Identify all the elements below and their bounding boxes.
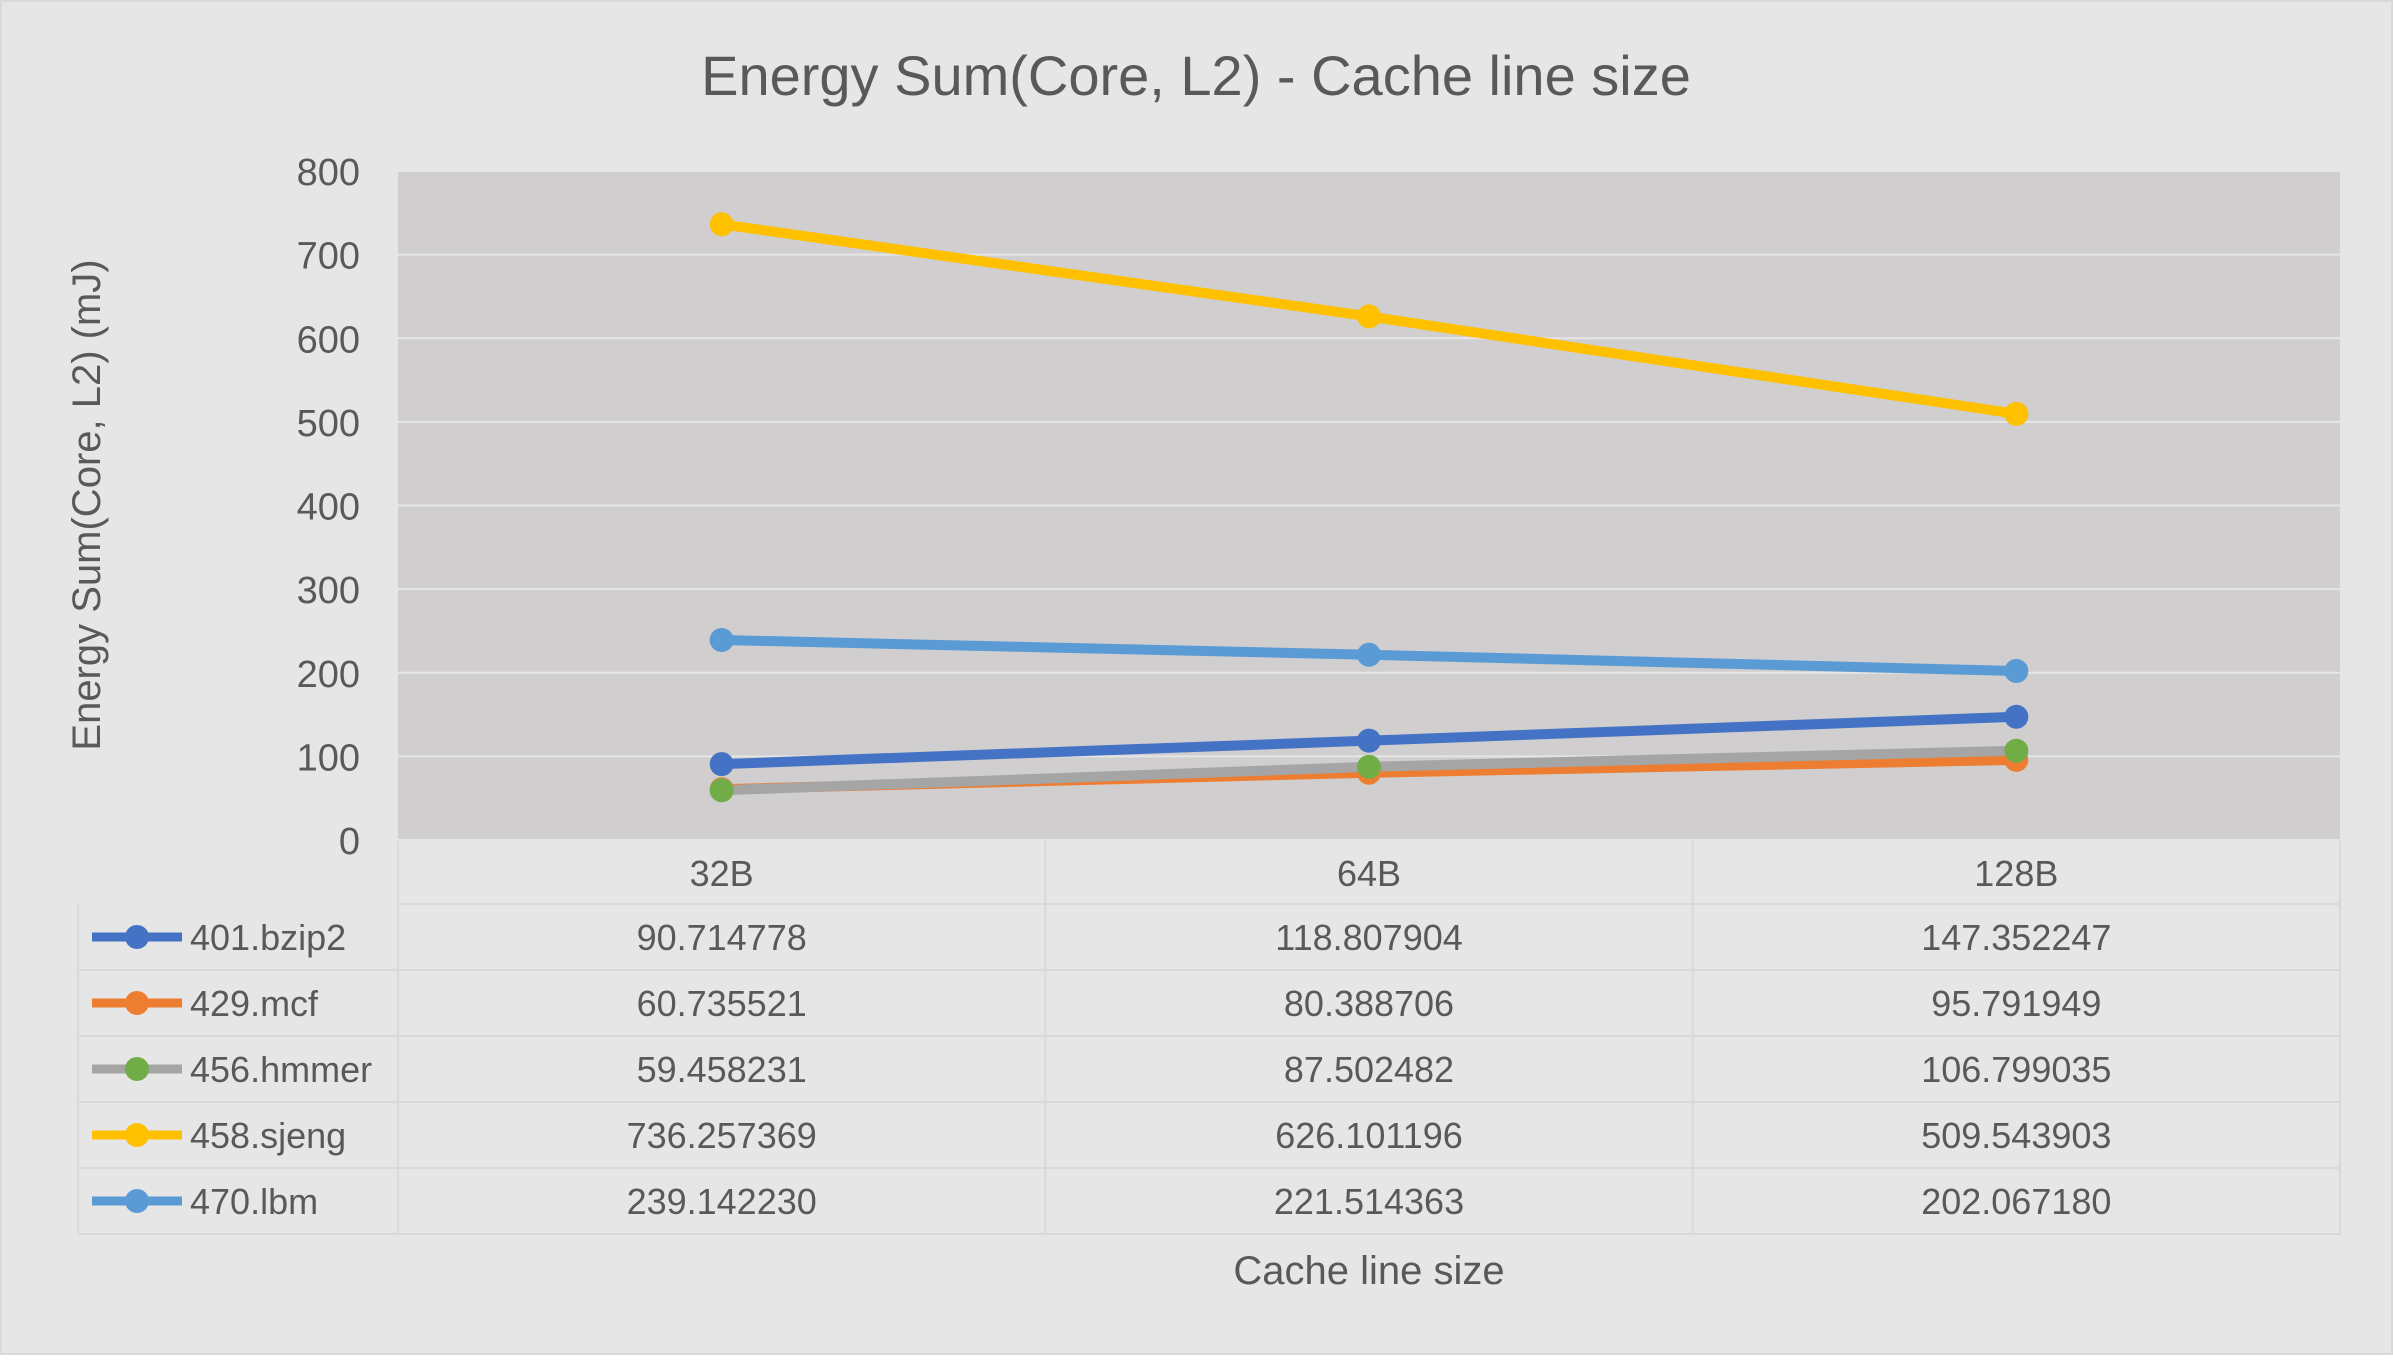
data-point [1357, 642, 1381, 667]
data-point [2004, 401, 2029, 426]
legend-label: 470.lbm [190, 1181, 318, 1222]
y-tick-label: 300 [297, 570, 360, 612]
legend-label: 456.hmmer [190, 1049, 372, 1090]
data-label: 509.543903 [1921, 1115, 2111, 1156]
data-point [709, 212, 734, 237]
y-tick-label: 100 [297, 737, 360, 779]
legend-key-marker [125, 1189, 149, 1213]
data-label: 118.807904 [1275, 917, 1463, 958]
data-label: 87.502482 [1284, 1049, 1454, 1090]
chart-title: Energy Sum(Core, L2) - Cache line size [701, 44, 1691, 107]
y-tick-label: 500 [297, 403, 360, 445]
data-point [1357, 728, 1381, 753]
x-tick-label: 64B [1337, 853, 1401, 894]
data-point [1357, 754, 1381, 779]
data-point [709, 752, 734, 777]
data-label: 59.458231 [637, 1049, 807, 1090]
data-point [2004, 738, 2029, 763]
legend-key-marker [125, 991, 149, 1015]
data-point [1357, 304, 1381, 329]
data-label: 60.735521 [637, 983, 807, 1024]
y-tick-label: 800 [297, 152, 360, 194]
legend-key-marker [125, 1123, 149, 1147]
y-tick-label: 400 [297, 487, 360, 529]
x-axis-label: Cache line size [1233, 1249, 1504, 1293]
y-tick-label: 0 [339, 821, 360, 863]
data-label: 221.514363 [1274, 1181, 1464, 1222]
data-label: 80.388706 [1284, 983, 1454, 1024]
legend-label: 401.bzip2 [190, 917, 346, 958]
y-axis-ticks: 0 100 200 300 400 500 600 700 800 [297, 152, 360, 863]
data-label: 90.714778 [637, 917, 807, 958]
data-point [709, 628, 734, 653]
y-tick-label: 200 [297, 654, 360, 696]
x-tick-label: 32B [690, 853, 754, 894]
data-label: 202.067180 [1921, 1181, 2111, 1222]
data-label: 95.791949 [1931, 983, 2101, 1024]
y-axis-label: Energy Sum(Core, L2) (mJ) [65, 259, 109, 750]
legend-label: 458.sjeng [190, 1115, 346, 1156]
data-point [709, 778, 734, 803]
data-label: 736.257369 [627, 1115, 817, 1156]
series-lines [709, 212, 2029, 803]
legend-key-marker [125, 925, 149, 949]
data-point [2004, 704, 2029, 729]
y-tick-label: 600 [297, 319, 360, 361]
data-table: 32B 64B 128B 401.bzip2 90.714778 118.807904 14… [77, 841, 2341, 1235]
data-label: 626.101196 [1275, 1115, 1463, 1156]
legend-key-marker [125, 1057, 149, 1081]
data-label: 147.352247 [1921, 917, 2111, 958]
data-point [2004, 659, 2029, 684]
x-tick-label: 128B [1974, 853, 2058, 894]
y-tick-label: 700 [297, 236, 360, 278]
legend-label: 429.mcf [190, 983, 319, 1024]
data-label: 106.799035 [1921, 1049, 2111, 1090]
data-label: 239.142230 [627, 1181, 817, 1222]
